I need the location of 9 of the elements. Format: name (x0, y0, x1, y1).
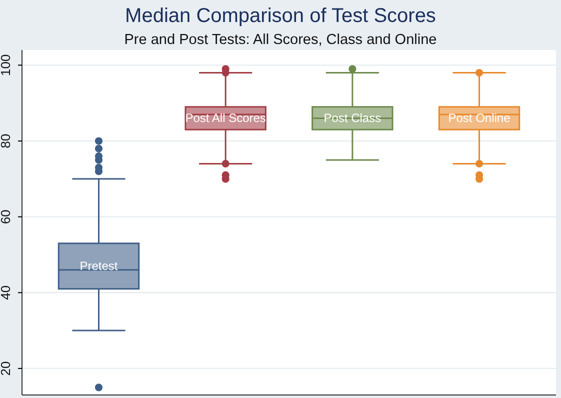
x-tick-label: Post Online (448, 111, 511, 126)
y-tick-label: 20 (0, 361, 13, 376)
y-tick-label: 40 (0, 285, 13, 300)
chart-subtitle: Pre and Post Tests: All Scores, Class and Online (124, 32, 437, 48)
y-tick-label: 60 (0, 210, 13, 224)
x-tick-label: Pretest (80, 259, 118, 274)
y-tick-label: 100 (0, 54, 13, 76)
chart-title: Median Comparison of Test Scores (125, 5, 436, 27)
y-tick-label: 80 (0, 134, 13, 148)
